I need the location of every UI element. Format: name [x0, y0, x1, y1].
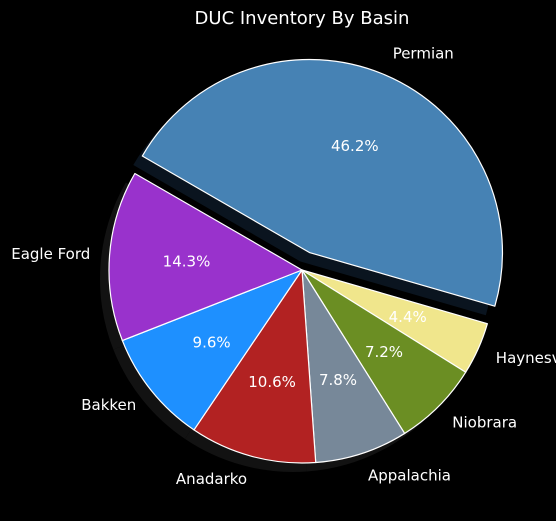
pie-slice-anadarko [193, 269, 317, 464]
percent-label-eagle-ford: 14.3% [163, 252, 211, 270]
percent-label-permian: 46.2% [331, 137, 379, 155]
percent-labels: 46.2% 4.4% 7.2% 7.8% 10.6% 9.6% 14.3% [163, 137, 427, 391]
pie-slices [108, 58, 504, 464]
pie-slice-bakken [121, 269, 303, 431]
chart-title: DUC Inventory By Basin [195, 8, 410, 29]
percent-label-anadarko: 10.6% [248, 373, 296, 391]
percent-label-appalachia: 7.8% [319, 371, 357, 389]
percent-label-niobrara: 7.2% [365, 343, 403, 361]
pie-slice-appalachia [301, 269, 406, 464]
pie-slice-eagle-ford [108, 172, 303, 342]
percent-label-haynesville: 4.4% [389, 308, 427, 326]
slice-label-eagle-ford: Eagle Ford [11, 245, 90, 263]
slice-label-permian: Permian [393, 45, 454, 63]
slice-label-haynesville: Haynesville [496, 349, 556, 367]
slice-label-niobrara: Niobrara [452, 414, 517, 432]
slice-labels: Permian Haynesville Niobrara Appalachia Anad… [11, 45, 556, 488]
percent-label-bakken: 9.6% [193, 333, 231, 351]
slice-label-bakken: Bakken [81, 396, 136, 414]
pie-slice-permian [141, 58, 504, 307]
slice-label-anadarko: Anadarko [176, 470, 247, 488]
slice-label-appalachia: Appalachia [368, 467, 451, 485]
